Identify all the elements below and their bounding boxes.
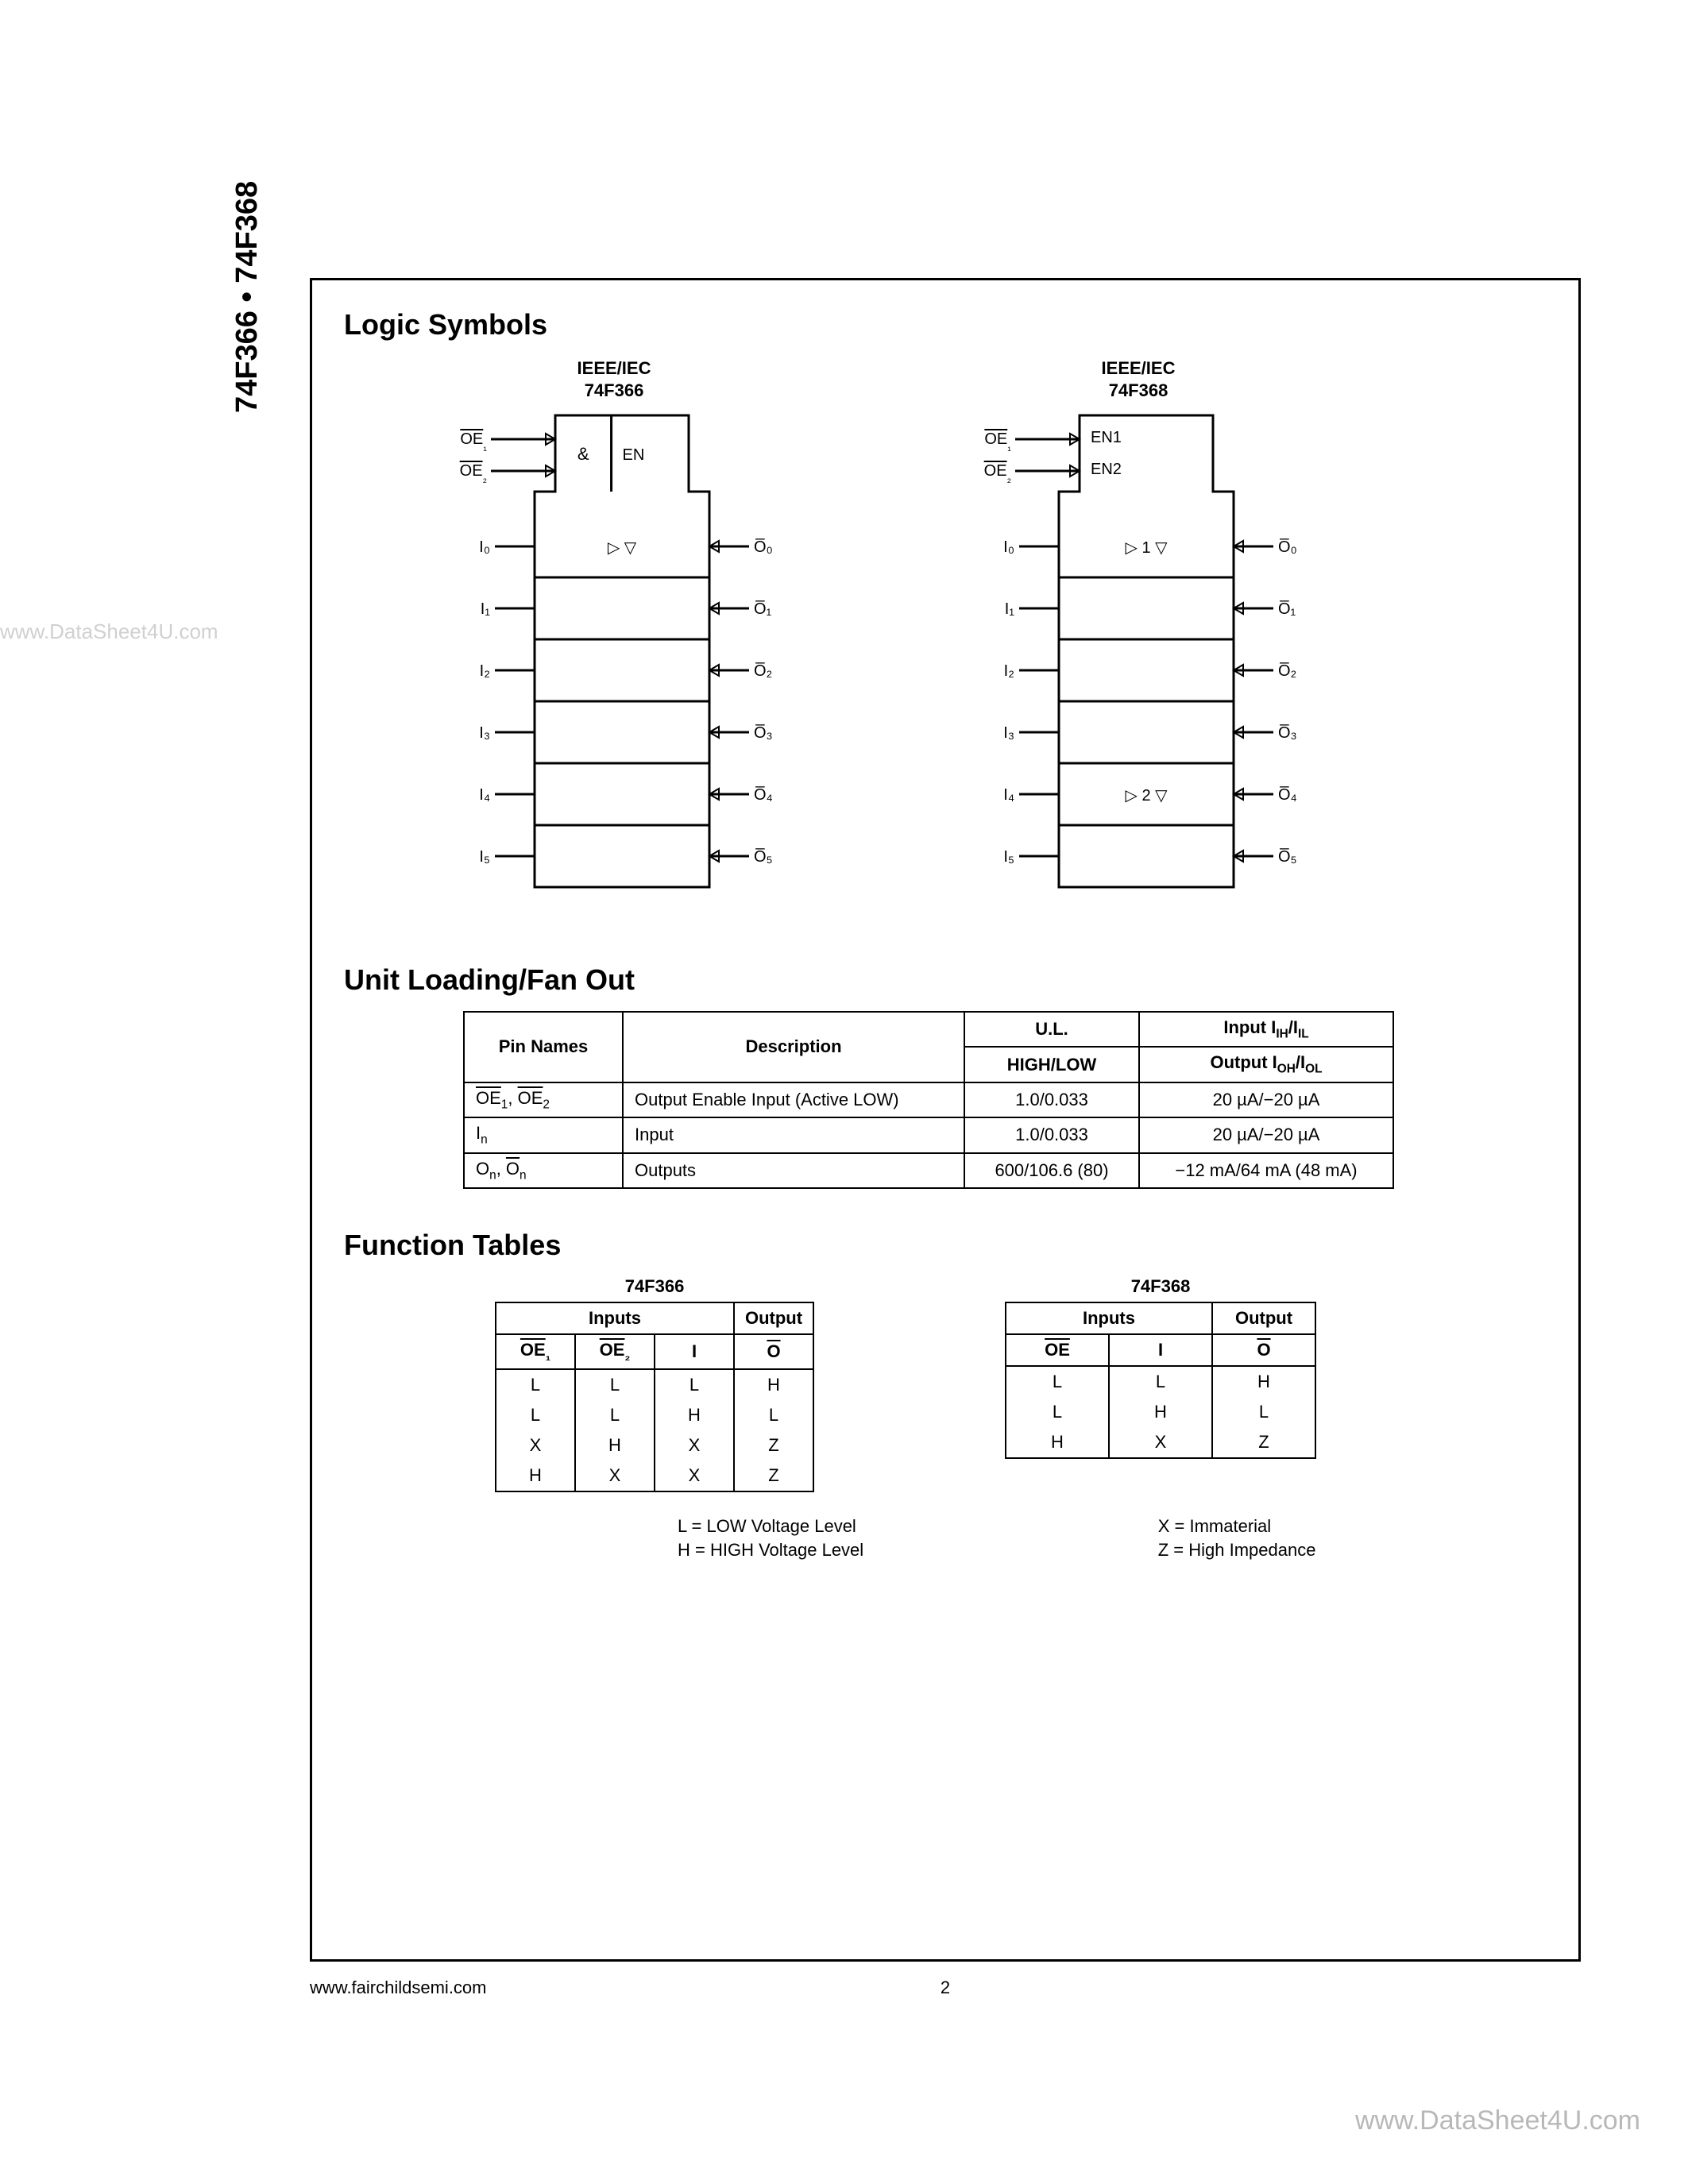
footer-url: www.fairchildsemi.com <box>310 1978 487 1998</box>
footer: www.fairchildsemi.com 2 <box>310 1978 1581 1998</box>
diag-left-hdr1: IEEE/IEC <box>577 358 651 378</box>
logic-symbol-diagrams: IEEE/IEC 74F366 & EN OE₁ OE₂ I₀ O̅₀ I₁ O̅₁ I₂ O̅₂… <box>439 357 1547 916</box>
svg-text:O̅₄: O̅₄ <box>754 785 773 804</box>
svg-text:OE₂: OE₂ <box>984 462 1011 484</box>
table-row: On, OnOutputs600/106.6 (80)−12 mA/64 mA … <box>464 1153 1393 1188</box>
svg-text:I₃: I₃ <box>479 724 490 742</box>
svg-text:I₂: I₂ <box>1004 662 1014 680</box>
svg-text:&: & <box>577 444 589 464</box>
svg-text:O̅₅: O̅₅ <box>754 847 773 866</box>
svg-text:O̅₀: O̅₀ <box>1278 538 1297 556</box>
svg-text:▷ 2 ▽: ▷ 2 ▽ <box>1126 787 1168 805</box>
svg-text:OE₂: OE₂ <box>460 462 487 484</box>
watermark-bottom-right: www.DataSheet4U.com <box>1355 2105 1640 2136</box>
svg-text:▷ ▽: ▷ ▽ <box>608 539 637 557</box>
svg-text:I₁: I₁ <box>1005 600 1015 618</box>
svg-text:▷ 1 ▽: ▷ 1 ▽ <box>1126 539 1168 557</box>
svg-text:I₀: I₀ <box>1003 538 1014 556</box>
function-table-368: 74F368 InputsOutputOEIOLLHLHLHXZ <box>1005 1276 1316 1492</box>
diagram-74f368: IEEE/IEC 74F368 EN1 EN2 OE₁ OE₂ I₀ O̅₀ I₁ O̅₁ I₂… <box>964 357 1313 916</box>
svg-text:EN1: EN1 <box>1091 429 1122 446</box>
diag-right-hdr1: IEEE/IEC <box>1102 358 1176 378</box>
table-row: LLHL <box>496 1400 813 1430</box>
svg-text:O̅₃: O̅₃ <box>1278 723 1297 742</box>
ft-right-table: InputsOutputOEIOLLHLHLHXZ <box>1005 1302 1316 1459</box>
svg-text:I₃: I₃ <box>1003 724 1014 742</box>
svg-text:I₅: I₅ <box>479 848 490 866</box>
svg-text:I₀: I₀ <box>479 538 490 556</box>
table-row: LLLH <box>496 1369 813 1400</box>
diagram-74f366: IEEE/IEC 74F366 & EN OE₁ OE₂ I₀ O̅₀ I₁ O̅₁ I₂ O̅₂… <box>439 357 789 916</box>
svg-text:O̅₁: O̅₁ <box>1278 600 1296 618</box>
table-row: HXZ <box>1006 1427 1315 1458</box>
ft-left-title: 74F366 <box>495 1276 814 1297</box>
svg-text:O̅₄: O̅₄ <box>1278 785 1297 804</box>
svg-text:I₅: I₅ <box>1003 848 1014 866</box>
table-row: XHXZ <box>496 1430 813 1461</box>
side-part-title: 74F366 • 74F368 <box>230 181 265 413</box>
ft-right-title: 74F368 <box>1005 1276 1316 1297</box>
legend-x: X = Immaterial <box>1158 1516 1547 1537</box>
svg-text:O̅₅: O̅₅ <box>1278 847 1297 866</box>
svg-text:I₁: I₁ <box>481 600 491 618</box>
legend-h: H = HIGH Voltage Level <box>678 1540 1095 1561</box>
section-logic-symbols: Logic Symbols <box>344 308 1547 341</box>
svg-text:I₄: I₄ <box>479 786 490 804</box>
svg-text:O̅₁: O̅₁ <box>754 600 772 618</box>
unit-loading-table: Pin NamesDescriptionU.L.Input IIH/IILHIG… <box>463 1011 1394 1189</box>
page-frame: Logic Symbols IEEE/IEC 74F366 &ENOE₁OE₂I… <box>310 278 1581 1962</box>
svg-text:O̅₂: O̅₂ <box>1278 662 1296 680</box>
svg-text:OE₁: OE₁ <box>460 430 487 453</box>
logic-symbol-right-svg: EN1 EN2 OE₁ OE₂ I₀ O̅₀ I₁ O̅₁ I₂ O̅₂ I₃ O̅₃ I₄ O̅₄ I₅ O… <box>964 407 1313 916</box>
table-row: OE1, OE2Output Enable Input (Active LOW)… <box>464 1082 1393 1117</box>
diag-left-hdr2: 74F366 <box>585 380 644 400</box>
diag-right-hdr2: 74F368 <box>1109 380 1168 400</box>
legend: L = LOW Voltage Level X = Immaterial H =… <box>678 1516 1547 1561</box>
table-row: InInput1.0/0.03320 µA/−20 µA <box>464 1117 1393 1152</box>
svg-text:O̅₂: O̅₂ <box>754 662 772 680</box>
legend-z: Z = High Impedance <box>1158 1540 1547 1561</box>
function-table-366: 74F366 InputsOutputOE₁OE₂IOLLLHLLHLXHXZH… <box>495 1276 814 1492</box>
svg-text:EN2: EN2 <box>1091 461 1122 478</box>
section-unit-loading: Unit Loading/Fan Out <box>344 963 1547 997</box>
legend-l: L = LOW Voltage Level <box>678 1516 1095 1537</box>
function-tables-row: 74F366 InputsOutputOE₁OE₂IOLLLHLLHLXHXZH… <box>495 1276 1547 1492</box>
watermark-left: www.DataSheet4U.com <box>0 619 218 644</box>
logic-symbol-left-svg: & EN OE₁ OE₂ I₀ O̅₀ I₁ O̅₁ I₂ O̅₂ I₃ O̅₃ I₄ O̅₄ I₅ O̅₅ ▷… <box>439 407 789 916</box>
svg-text:OE₁: OE₁ <box>984 430 1011 453</box>
svg-text:I₄: I₄ <box>1003 786 1014 804</box>
svg-text:O̅₃: O̅₃ <box>754 723 773 742</box>
ft-left-table: InputsOutputOE₁OE₂IOLLLHLLHLXHXZHXXZ <box>495 1302 814 1492</box>
table-row: HXXZ <box>496 1461 813 1491</box>
table-row: LHL <box>1006 1397 1315 1427</box>
svg-text:I₂: I₂ <box>480 662 490 680</box>
footer-page-number: 2 <box>941 1978 950 1998</box>
svg-text:O̅₀: O̅₀ <box>754 538 773 556</box>
table-row: LLH <box>1006 1366 1315 1397</box>
section-function-tables: Function Tables <box>344 1229 1547 1262</box>
svg-text:EN: EN <box>623 446 645 464</box>
